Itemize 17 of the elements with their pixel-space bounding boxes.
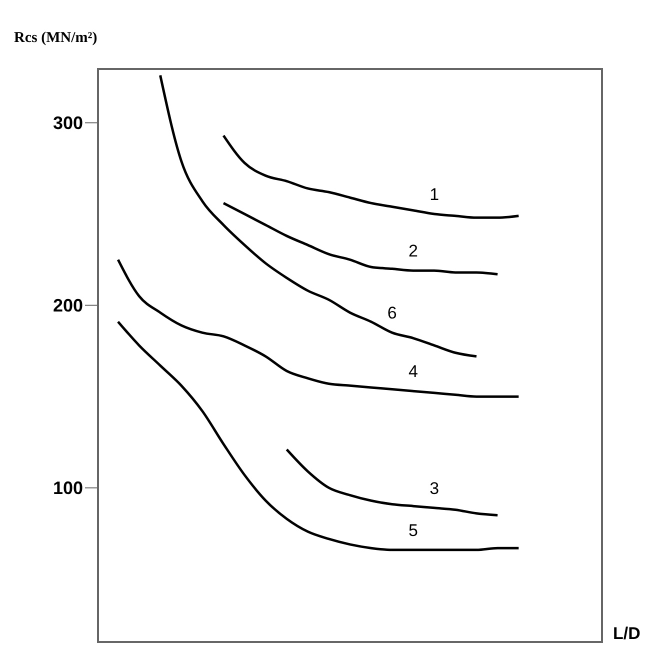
series-label: 4 <box>408 362 418 382</box>
y-tick-label: 300 <box>52 113 83 134</box>
y-tick-label: 100 <box>52 478 83 498</box>
series-label: 5 <box>408 520 418 540</box>
y-tick-label: 200 <box>52 296 83 316</box>
line-series <box>116 320 520 552</box>
series-label: 2 <box>408 242 418 261</box>
line-series <box>222 134 520 219</box>
x-axis-title: L/D <box>613 624 640 644</box>
series-label: 3 <box>430 478 440 498</box>
y-axis-title: Rcs (MN/m²) <box>14 30 98 47</box>
line-series <box>222 202 499 276</box>
series-label: 1 <box>430 185 440 204</box>
line-series <box>286 448 499 516</box>
line-series <box>159 74 478 358</box>
series-label: 6 <box>387 304 397 323</box>
line-series <box>116 258 520 398</box>
